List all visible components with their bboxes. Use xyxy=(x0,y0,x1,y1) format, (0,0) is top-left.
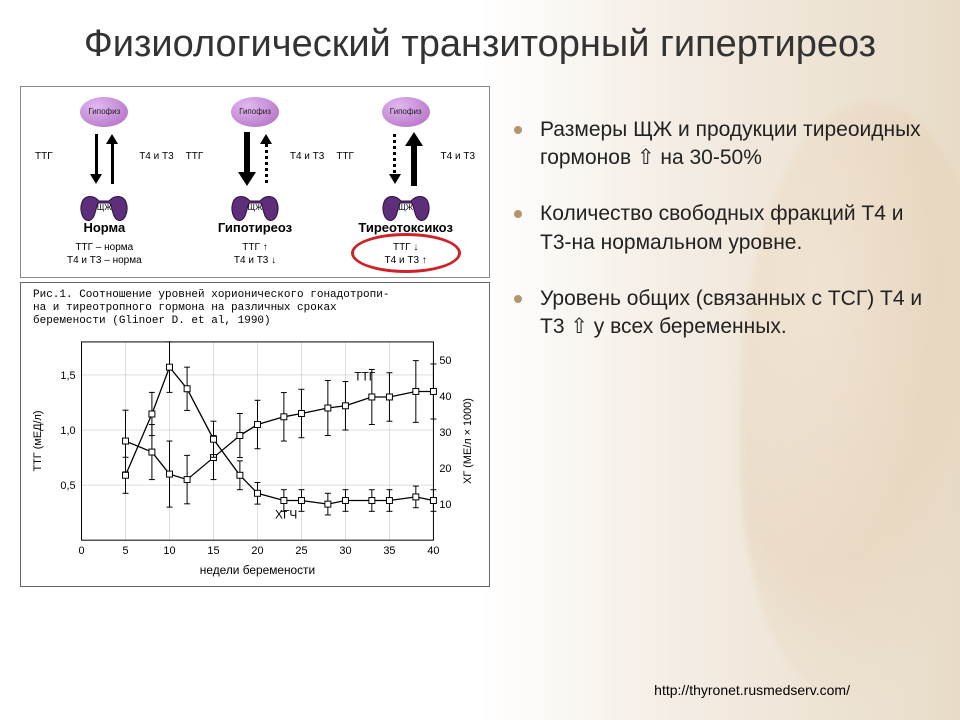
arrow-down-icon xyxy=(389,131,401,187)
svg-text:0: 0 xyxy=(79,545,85,557)
pituitary-icon: Гипофиз xyxy=(382,97,430,127)
t4t3-label: Т4 и Т3 xyxy=(290,151,324,162)
chart-caption: Рис.1. Соотношение уровней хорионическог… xyxy=(27,289,483,329)
svg-text:недели беремености: недели беремености xyxy=(200,563,315,577)
svg-text:ТТГ: ТТГ xyxy=(354,370,376,384)
chart-svg: 0 5 10 15 20 25 30 35 40 0,5 1,0 1,5 10 20 30 40 50 ТТГ ХГ… xyxy=(27,332,483,580)
source-url: http://thyronet.rusmedserv.com/ xyxy=(654,682,850,698)
state-values: ТТГ ↑Т4 и Т3 ↓ xyxy=(180,241,331,267)
ttg-label: ТТГ xyxy=(186,151,204,162)
thyroid-label: ЩЖ xyxy=(29,203,180,212)
hpa-diagram: ГипофизТТГТ4 и Т3ЩЖНормаТТГ – нормаТ4 и … xyxy=(20,86,490,278)
arrow-zone: ТТГ Т4 и Т3 xyxy=(29,131,180,187)
svg-text:5: 5 xyxy=(122,545,128,557)
svg-text:20: 20 xyxy=(251,545,263,557)
svg-text:50: 50 xyxy=(439,355,451,367)
t4t3-label: Т4 и Т3 xyxy=(441,151,475,162)
arrow-down-icon xyxy=(90,131,102,187)
svg-text:10: 10 xyxy=(439,499,451,511)
state-name: Норма xyxy=(29,220,180,235)
ttg-label: ТТГ xyxy=(35,151,53,162)
svg-text:1,5: 1,5 xyxy=(60,370,75,382)
ttg-hcg-chart: Рис.1. Соотношение уровней хорионическог… xyxy=(20,282,490,587)
svg-text:35: 35 xyxy=(383,545,395,557)
bullet-item: Количество свободных фракций Т4 и Т3-на … xyxy=(514,200,940,257)
bullet-item: Уровень общих (связанных с ТСГ) Т4 и Т3 … xyxy=(514,285,940,342)
page-title: Физиологический транзиторный гипертиреоз xyxy=(0,0,960,78)
arrow-up-icon xyxy=(260,131,272,187)
bullet-item: Размеры ЩЖ и продукции тиреоидных гормон… xyxy=(514,116,940,173)
arrow-zone: ТТГ Т4 и Т3 xyxy=(180,131,331,187)
svg-text:40: 40 xyxy=(427,545,439,557)
highlight-ring-icon xyxy=(351,233,461,273)
diagram-column: Гипофиз ТТГ Т4 и Т3 ЩЖ Гипотиреоз ТТГ ↑Т4 и Т… xyxy=(180,97,331,267)
ttg-label: ТТГ xyxy=(336,151,354,162)
t4t3-label: Т4 и Т3 xyxy=(139,151,173,162)
svg-text:20: 20 xyxy=(439,463,451,475)
svg-text:15: 15 xyxy=(207,545,219,557)
left-column: ГипофизТТГТ4 и Т3ЩЖНормаТТГ – нормаТ4 и … xyxy=(20,86,490,587)
svg-text:1,0: 1,0 xyxy=(60,425,75,437)
svg-text:ХГЧ: ХГЧ xyxy=(275,508,297,522)
svg-text:30: 30 xyxy=(339,545,351,557)
bullet-list: Размеры ЩЖ и продукции тиреоидных гормон… xyxy=(514,116,940,342)
pituitary-icon: Гипофиз xyxy=(231,97,279,127)
arrow-down-icon xyxy=(238,131,256,187)
svg-text:0,5: 0,5 xyxy=(60,480,75,492)
arrow-up-icon xyxy=(106,131,118,187)
svg-text:ТТГ (мЕД/л): ТТГ (мЕД/л) xyxy=(32,411,44,472)
pituitary-icon: Гипофиз xyxy=(80,97,128,127)
arrow-zone: ТТГ Т4 и Т3 xyxy=(330,131,481,187)
diagram-column: Гипофиз ТТГ Т4 и Т3 ЩЖ Норма ТТГ – нормаТ4 и … xyxy=(29,97,180,267)
thyroid-label: ЩЖ xyxy=(180,203,331,212)
state-name: Гипотиреоз xyxy=(180,220,331,235)
diagram-column: ГипофизТТГТ4 и Т3ЩЖТиреотоксикозТТГ ↓Т4 … xyxy=(330,97,481,267)
svg-text:10: 10 xyxy=(163,545,175,557)
svg-text:25: 25 xyxy=(295,545,307,557)
arrow-up-icon xyxy=(405,131,423,187)
svg-text:40: 40 xyxy=(439,391,451,403)
svg-text:30: 30 xyxy=(439,427,451,439)
state-values: ТТГ – нормаТ4 и Т3 – норма xyxy=(29,241,180,267)
thyroid-label: ЩЖ xyxy=(330,203,481,212)
svg-text:ХГ (МЕ/л × 1000): ХГ (МЕ/л × 1000) xyxy=(462,398,474,484)
